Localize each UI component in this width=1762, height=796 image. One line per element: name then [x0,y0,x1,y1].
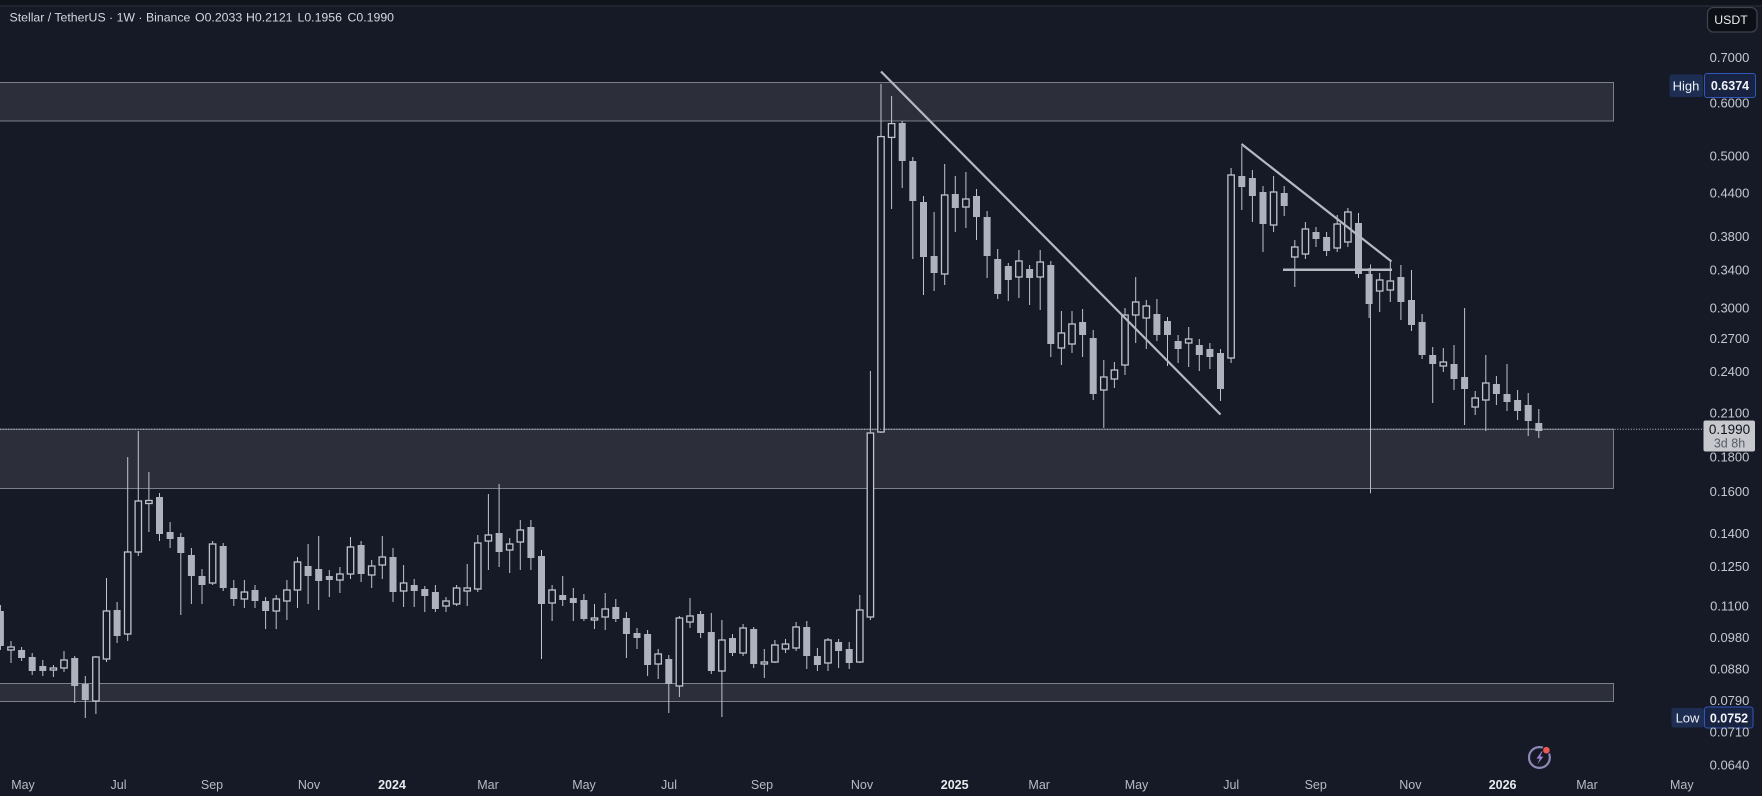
svg-text:Mar: Mar [477,778,499,792]
svg-text:0.0880: 0.0880 [1710,662,1750,677]
svg-text:Jul: Jul [1223,778,1239,792]
svg-text:2026: 2026 [1489,778,1517,792]
svg-text:Sep: Sep [751,778,773,792]
svg-text:May: May [572,778,596,792]
svg-text:0.1250: 0.1250 [1710,559,1750,574]
svg-text:0.0790: 0.0790 [1710,693,1750,708]
svg-text:C0.1990: C0.1990 [348,11,395,25]
svg-text:0.5000: 0.5000 [1710,148,1750,163]
svg-text:0.0980: 0.0980 [1710,630,1750,645]
svg-text:May: May [1125,778,1149,792]
svg-text:Sep: Sep [201,778,223,792]
svg-text:May: May [1670,778,1694,792]
svg-text:Nov: Nov [851,778,874,792]
svg-text:USDT: USDT [1714,13,1748,27]
svg-text:O0.2033: O0.2033 [195,11,242,25]
svg-text:0.3800: 0.3800 [1710,229,1750,244]
svg-text:0.3400: 0.3400 [1710,263,1750,278]
svg-text:L0.1956: L0.1956 [298,11,343,25]
svg-text:Low: Low [1676,711,1700,726]
svg-text:2024: 2024 [378,778,406,792]
svg-text:Jul: Jul [111,778,127,792]
svg-text:0.0752: 0.0752 [1710,712,1748,726]
svg-text:0.1400: 0.1400 [1710,526,1750,541]
svg-text:May: May [11,778,35,792]
svg-text:Nov: Nov [1399,778,1422,792]
svg-text:H0.2121: H0.2121 [246,11,293,25]
svg-text:3d 8h: 3d 8h [1714,437,1745,451]
svg-text:0.7000: 0.7000 [1710,50,1750,65]
svg-text:0.2100: 0.2100 [1710,406,1750,421]
svg-text:High: High [1673,79,1700,94]
svg-text:0.4400: 0.4400 [1710,185,1750,200]
svg-text:0.6374: 0.6374 [1711,79,1749,93]
svg-text:0.6000: 0.6000 [1710,96,1750,111]
svg-text:0.2400: 0.2400 [1710,364,1750,379]
svg-text:Jul: Jul [661,778,677,792]
svg-text:Mar: Mar [1028,778,1050,792]
svg-text:0.1100: 0.1100 [1710,598,1749,613]
svg-text:Sep: Sep [1305,778,1327,792]
svg-text:0.1800: 0.1800 [1710,450,1750,465]
svg-text:Mar: Mar [1576,778,1598,792]
svg-text:Stellar / TetherUS · 1W · Bina: Stellar / TetherUS · 1W · Binance [10,11,191,25]
svg-text:0.1600: 0.1600 [1710,484,1750,499]
svg-text:2025: 2025 [941,778,969,792]
svg-text:Nov: Nov [298,778,321,792]
svg-text:0.0640: 0.0640 [1710,758,1750,773]
svg-text:0.1990: 0.1990 [1709,422,1750,437]
svg-text:0.3000: 0.3000 [1710,300,1750,315]
svg-text:0.0710: 0.0710 [1710,725,1750,740]
svg-text:0.2700: 0.2700 [1710,331,1750,346]
